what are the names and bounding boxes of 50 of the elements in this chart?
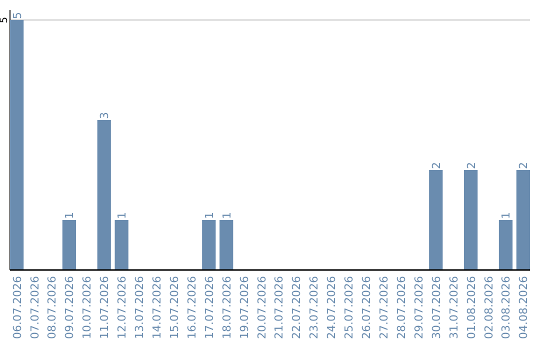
x-tick-label: 20.07.2026 — [255, 276, 268, 339]
x-tick-label: 14.07.2026 — [150, 276, 164, 339]
x-tick-label: 12.07.2026 — [116, 276, 129, 339]
x-tick-label: 08.07.2026 — [46, 276, 59, 339]
bar — [464, 170, 478, 270]
x-tick-label: 11.07.2026 — [98, 276, 112, 339]
x-tick-label: 04.08.2026 — [517, 276, 530, 339]
data-label: 2 — [430, 162, 443, 169]
x-tick-label: 01.08.2026 — [464, 276, 478, 339]
x-tick-label: 09.07.2026 — [63, 276, 76, 339]
x-tick-label: 06.07.2026 — [10, 276, 24, 339]
bar — [10, 20, 24, 270]
data-label: 2 — [464, 162, 478, 169]
x-tick-label: 23.07.2026 — [308, 276, 321, 339]
data-label: 5 — [0, 16, 10, 24]
bar — [498, 220, 513, 270]
x-tick-label: 30.07.2026 — [430, 276, 443, 339]
x-tick-label: 21.07.2026 — [272, 276, 286, 339]
data-label: 1 — [202, 212, 216, 219]
x-tick-label: 24.07.2026 — [325, 276, 338, 339]
x-tick-label: 16.07.2026 — [185, 276, 198, 339]
data-label: 3 — [98, 112, 112, 119]
x-tick-label: 15.07.2026 — [168, 276, 181, 339]
x-tick-label: 07.07.2026 — [28, 276, 42, 339]
data-label: 1 — [500, 212, 513, 219]
data-label: 1 — [116, 212, 129, 219]
x-tick-label: 31.07.2026 — [447, 276, 460, 339]
x-tick-label: 27.07.2026 — [378, 276, 390, 339]
x-tick-label: 25.07.2026 — [342, 276, 356, 339]
x-tick-label: 22.07.2026 — [290, 276, 304, 339]
data-label: 1 — [220, 212, 234, 219]
x-tick-label: 28.07.2026 — [394, 276, 408, 339]
bar — [202, 220, 216, 270]
x-tick-label: 26.07.2026 — [360, 276, 374, 339]
data-label: 2 — [517, 162, 530, 169]
bar — [114, 220, 128, 270]
x-tick-label: 18.07.2026 — [220, 276, 234, 339]
x-tick-label: 13.07.2026 — [133, 276, 146, 339]
x-tick-label: 17.07.2026 — [202, 276, 216, 339]
bar — [62, 220, 76, 270]
x-tick-label: 19.07.2026 — [238, 276, 251, 339]
bar — [516, 170, 530, 270]
x-tick-label: 10.07.2026 — [80, 276, 94, 339]
x-tick-label: 02.08.2026 — [482, 276, 496, 339]
bar — [97, 120, 111, 270]
data-label: 1 — [63, 212, 76, 219]
bar — [429, 170, 443, 270]
x-tick-label: 03.08.2026 — [500, 276, 513, 339]
x-tick-label: 29.07.2026 — [412, 276, 426, 339]
bar — [220, 220, 234, 270]
